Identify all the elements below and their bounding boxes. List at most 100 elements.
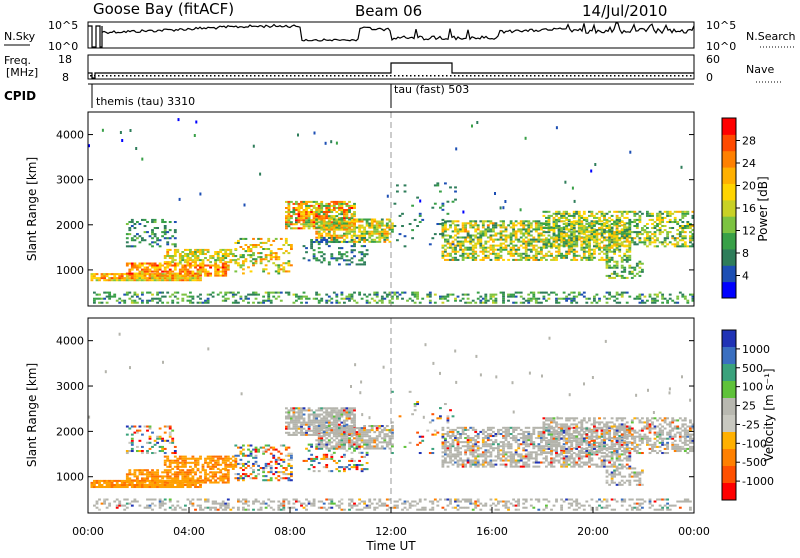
heatmap-cell — [543, 239, 546, 241]
heatmap-cell — [621, 292, 624, 294]
heatmap-cell — [305, 223, 308, 225]
nave-dot — [270, 75, 272, 77]
heatmap-cell — [621, 243, 624, 245]
heatmap-cell — [161, 221, 164, 223]
heatmap-cell — [328, 433, 331, 435]
heatmap-cell — [154, 298, 157, 300]
heatmap-cell — [310, 221, 313, 223]
heatmap-cell — [507, 253, 510, 255]
heatmap-cell — [510, 233, 513, 235]
heatmap-cell — [242, 453, 245, 455]
heatmap-cell — [171, 277, 174, 279]
heatmap-cell — [330, 219, 333, 221]
heatmap-cell — [464, 257, 467, 259]
heatmap-cell — [126, 452, 129, 454]
heatmap-cell — [298, 219, 301, 221]
heatmap-cell — [159, 239, 162, 241]
heatmap-cell — [320, 432, 323, 434]
heatmap-cell — [618, 225, 621, 227]
heatmap-cell — [288, 223, 291, 225]
heatmap-cell — [123, 273, 126, 275]
heatmap-cell — [353, 225, 356, 227]
heatmap-cell — [487, 251, 490, 253]
heatmap-cell — [573, 231, 576, 233]
heatmap-cell — [290, 217, 293, 219]
heatmap-cell — [590, 170, 592, 173]
heatmap-cell — [343, 407, 346, 409]
heatmap-cell — [219, 477, 222, 479]
heatmap-cell — [679, 219, 682, 221]
heatmap-cell — [330, 227, 333, 229]
heatmap-cell — [560, 227, 563, 229]
heatmap-cell — [171, 265, 174, 267]
heatmap-cell — [434, 203, 437, 205]
heatmap-cell — [313, 227, 316, 229]
heatmap-cell — [313, 219, 316, 221]
heatmap-cell — [679, 227, 682, 229]
heatmap-cell — [618, 243, 621, 245]
heatmap-cell — [192, 251, 195, 253]
heatmap-cell — [530, 243, 533, 245]
heatmap-cell — [540, 239, 543, 241]
heatmap-cell — [492, 253, 495, 255]
heatmap-cell — [353, 219, 356, 221]
heatmap-cell — [633, 267, 636, 269]
station-title: Goose Bay (fitACF) — [93, 0, 234, 18]
heatmap-cell — [151, 279, 154, 281]
heatmap-cell — [280, 292, 283, 294]
heatmap-cell — [328, 439, 331, 441]
heatmap-cell — [242, 469, 245, 471]
heatmap-cell — [686, 302, 689, 304]
heatmap-cell — [346, 209, 349, 211]
heatmap-cell — [603, 249, 606, 251]
heatmap-cell — [181, 294, 184, 296]
heatmap-cell — [348, 437, 351, 439]
heatmap-cell — [293, 203, 296, 205]
heatmap-cell — [525, 230, 528, 232]
heatmap-cell — [192, 275, 195, 277]
heatmap-cell — [596, 233, 599, 235]
heatmap-cell — [548, 229, 551, 231]
heatmap-cell — [171, 279, 174, 281]
heatmap-cell — [149, 243, 152, 245]
heatmap-cell — [601, 228, 604, 230]
heatmap-cell — [376, 429, 379, 431]
heatmap-cell — [288, 294, 291, 296]
heatmap-cell — [348, 433, 351, 435]
heatmap-cell — [520, 257, 523, 259]
heatmap-cell — [623, 277, 626, 279]
heatmap-cell — [512, 235, 515, 237]
heatmap-cell — [176, 279, 179, 281]
heatmap-cell — [197, 265, 200, 267]
heatmap-cell — [217, 265, 220, 267]
heatmap-cell — [315, 294, 318, 296]
heatmap-cell — [500, 220, 503, 222]
heatmap-cell — [305, 298, 308, 300]
heatmap-cell — [209, 257, 212, 259]
heatmap-cell — [373, 221, 376, 223]
heatmap-cell — [338, 414, 341, 416]
nave-dot — [374, 75, 376, 77]
heatmap-cell — [517, 253, 520, 255]
heatmap-cell — [272, 296, 275, 298]
heatmap-cell — [267, 296, 270, 298]
heatmap-cell — [91, 277, 94, 279]
heatmap-cell — [472, 247, 475, 249]
heatmap-cell — [141, 265, 144, 267]
heatmap-cell — [333, 427, 336, 429]
heatmap-cell — [290, 467, 293, 469]
heatmap-cell — [603, 219, 606, 221]
heatmap-cell — [442, 255, 445, 257]
heatmap-cell — [224, 255, 227, 257]
heatmap-cell — [654, 225, 657, 227]
heatmap-cell — [583, 239, 586, 241]
heatmap-cell — [348, 227, 351, 229]
heatmap-cell — [457, 241, 460, 243]
heatmap-cell — [684, 241, 687, 243]
heatmap-cell — [588, 259, 591, 261]
heatmap-cell — [558, 213, 561, 215]
heatmap-cell — [161, 482, 164, 484]
heatmap-cell — [156, 438, 159, 440]
heatmap-cell — [538, 253, 541, 255]
